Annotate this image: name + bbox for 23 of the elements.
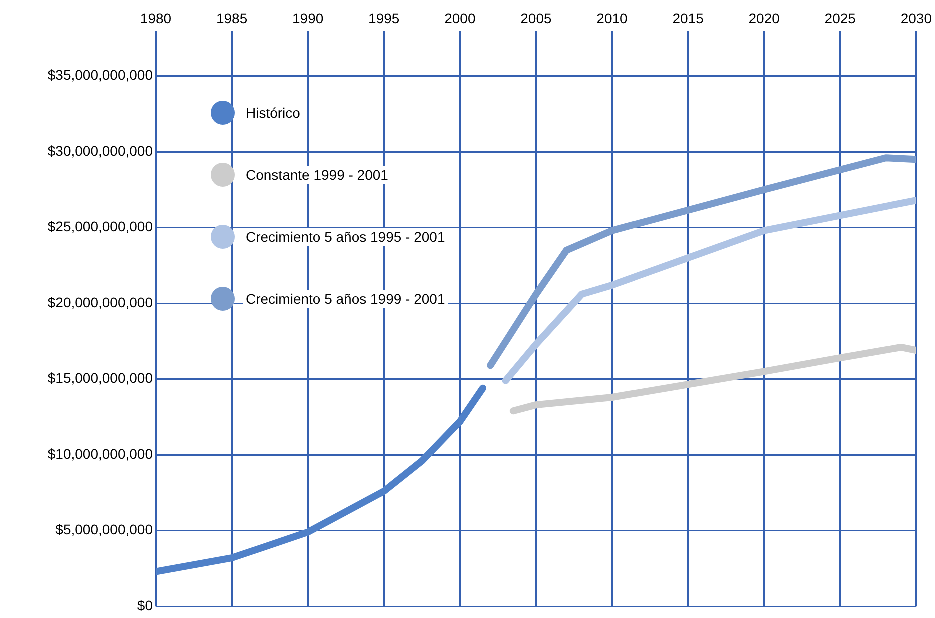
y-tick-label: $30,000,000,000 — [48, 142, 154, 159]
y-tick-label: $5,000,000,000 — [56, 522, 154, 538]
x-tick-label: 2025 — [824, 10, 856, 26]
legend-label: Histórico — [243, 104, 304, 122]
legend-label: Crecimiento 5 años 1995 - 2001 — [243, 228, 448, 246]
x-tick-label: 2005 — [520, 10, 552, 26]
x-tick-label: 2000 — [444, 10, 476, 26]
x-tick-label: 1980 — [140, 10, 172, 26]
x-tick-label: 2030 — [900, 10, 932, 26]
y-tick-label: $0 — [137, 597, 154, 614]
x-tick-label: 2020 — [748, 10, 780, 26]
y-tick-label: $35,000,000,000 — [48, 67, 154, 84]
y-tick-label: $20,000,000,000 — [48, 294, 154, 310]
legend-label: Crecimiento 5 años 1999 - 2001 — [243, 290, 448, 308]
legend-label: Constante 1999 - 2001 — [243, 166, 392, 184]
x-tick-label: 2010 — [596, 10, 628, 26]
x-tick-label: 1985 — [216, 10, 248, 26]
x-tick-label: 1995 — [368, 10, 400, 26]
y-tick-label: $10,000,000,000 — [48, 446, 154, 462]
x-tick-label: 1990 — [292, 10, 324, 26]
y-tick-label: $15,000,000,000 — [48, 370, 154, 386]
y-tick-label: $25,000,000,000 — [48, 218, 154, 235]
x-tick-label: 2015 — [672, 10, 704, 26]
